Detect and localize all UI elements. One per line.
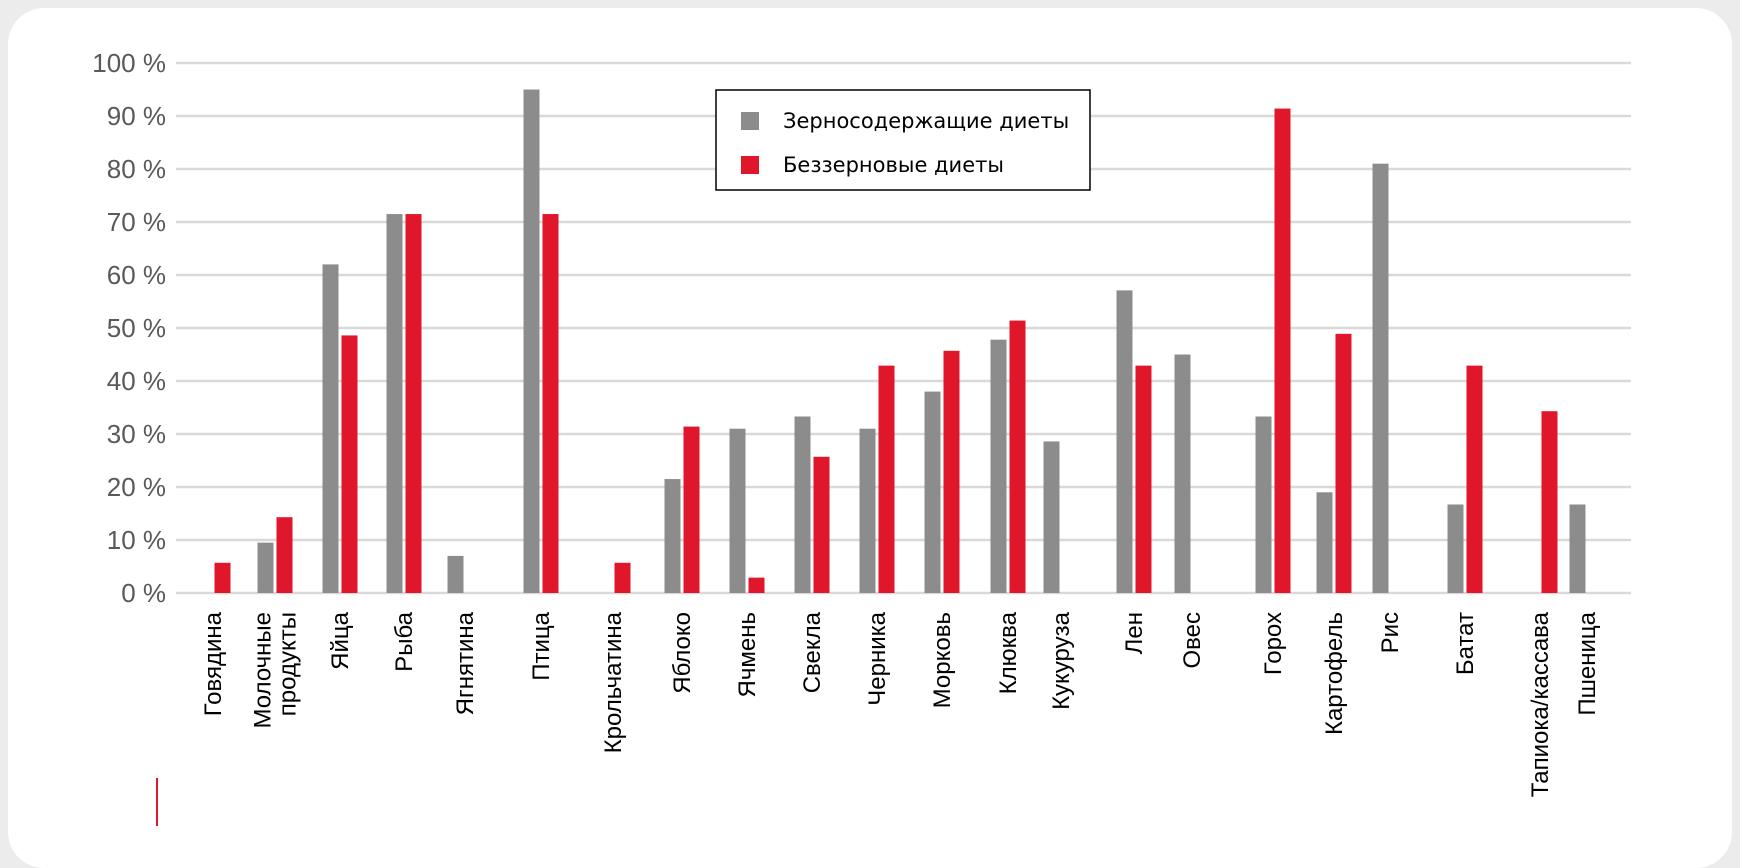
bar-grain: [447, 555, 464, 593]
legend-swatch: [741, 156, 759, 174]
x-tick-label: Клюква: [995, 611, 1022, 694]
bar-grainfree: [214, 562, 231, 593]
bar-grain: [1255, 416, 1272, 593]
y-axis-ticks: 0 % 10 % 20 % 30 % 40 % 50 % 60 % 70 % 80 % 90 % 1…: [92, 48, 166, 608]
bar-grainfree: [341, 335, 358, 593]
y-tick-label: 20 %: [107, 472, 166, 502]
x-tick-label: Морковь: [929, 612, 956, 708]
x-tick-label: Яблоко: [669, 612, 696, 694]
x-tick-label: Черника: [864, 611, 891, 705]
bar-grainfree: [748, 577, 765, 593]
x-tick-label: Говядина: [200, 611, 227, 716]
legend-swatch: [741, 112, 759, 130]
bar-grainfree: [878, 365, 895, 593]
y-tick-label: 80 %: [107, 154, 166, 184]
bar-grain: [924, 391, 941, 593]
x-tick-label: Свекла: [799, 611, 826, 693]
y-tick-label: 50 %: [107, 313, 166, 343]
legend: Зерносодержащие диеты Беззерновые диеты: [715, 89, 1091, 191]
x-tick-label: Картофель: [1321, 612, 1348, 735]
bar-grain: [1447, 504, 1464, 593]
x-tick-label: Птица: [528, 611, 555, 680]
bar-grainfree: [1466, 365, 1483, 593]
legend-box: [715, 89, 1091, 191]
bar-grainfree: [405, 214, 422, 594]
y-tick-label: 40 %: [107, 366, 166, 396]
x-tick-label: Кукуруза: [1048, 611, 1075, 710]
bar-grain: [386, 214, 403, 594]
bar-chart: 0 % 10 % 20 % 30 % 40 % 50 % 60 % 70 % 80 % 90 % 1…: [92, 48, 1631, 826]
bar-grainfree: [943, 350, 960, 593]
x-tick-label: Тапиока/кассава: [1527, 611, 1554, 797]
y-tick-label: 60 %: [107, 260, 166, 290]
bar-grain: [322, 264, 339, 593]
x-tick-label: Рыба: [391, 611, 418, 671]
x-tick-label: Овес: [1179, 612, 1206, 669]
bar-grainfree: [683, 426, 700, 593]
bar-grain: [859, 428, 876, 593]
y-tick-label: 0 %: [121, 578, 166, 608]
bar-grainfree: [813, 456, 830, 593]
bar-grain: [794, 416, 811, 593]
bar-grain: [1116, 290, 1133, 593]
bar-grain: [664, 479, 681, 593]
bar-grain: [729, 428, 746, 593]
y-tick-label: 100 %: [92, 48, 166, 78]
bar-grain: [257, 542, 274, 593]
bars: [214, 89, 1586, 594]
x-tick-label: Батат: [1452, 612, 1479, 675]
bar-grainfree: [1541, 411, 1558, 593]
bar-grain: [1316, 492, 1333, 593]
bar-grainfree: [1135, 365, 1152, 593]
bar-grainfree: [1009, 320, 1026, 593]
x-tick-label: продукты: [275, 612, 302, 716]
x-tick-label: Молочные: [250, 612, 277, 729]
y-tick-label: 30 %: [107, 419, 166, 449]
x-tick-label: Пшеница: [1574, 611, 1601, 715]
bar-grain: [990, 339, 1007, 593]
bar-grainfree: [542, 214, 559, 594]
y-tick-label: 90 %: [107, 101, 166, 131]
bar-grainfree: [276, 517, 293, 593]
bar-grain: [1174, 354, 1191, 593]
x-tick-label: Крольчатина: [600, 611, 627, 753]
bar-grainfree: [1335, 333, 1352, 593]
bar-grain: [1569, 504, 1586, 593]
x-tick-label: Яйца: [327, 611, 354, 669]
bar-grain: [1043, 441, 1060, 593]
legend-label: Беззерновые диеты: [783, 153, 1004, 177]
x-tick-label: Лен: [1121, 612, 1148, 654]
y-tick-label: 10 %: [107, 525, 166, 555]
y-tick-label: 70 %: [107, 207, 166, 237]
x-tick-label: Ячмень: [734, 612, 761, 697]
bar-grain: [523, 89, 540, 593]
bar-grain: [1372, 163, 1389, 593]
x-tick-label: Ягнятина: [452, 611, 479, 715]
x-tick-label: Рис: [1377, 612, 1404, 653]
legend-label: Зерносодержащие диеты: [783, 109, 1069, 133]
bar-grainfree: [614, 562, 631, 593]
x-tick-label: Горох: [1260, 612, 1287, 675]
bar-grainfree: [1274, 108, 1291, 593]
